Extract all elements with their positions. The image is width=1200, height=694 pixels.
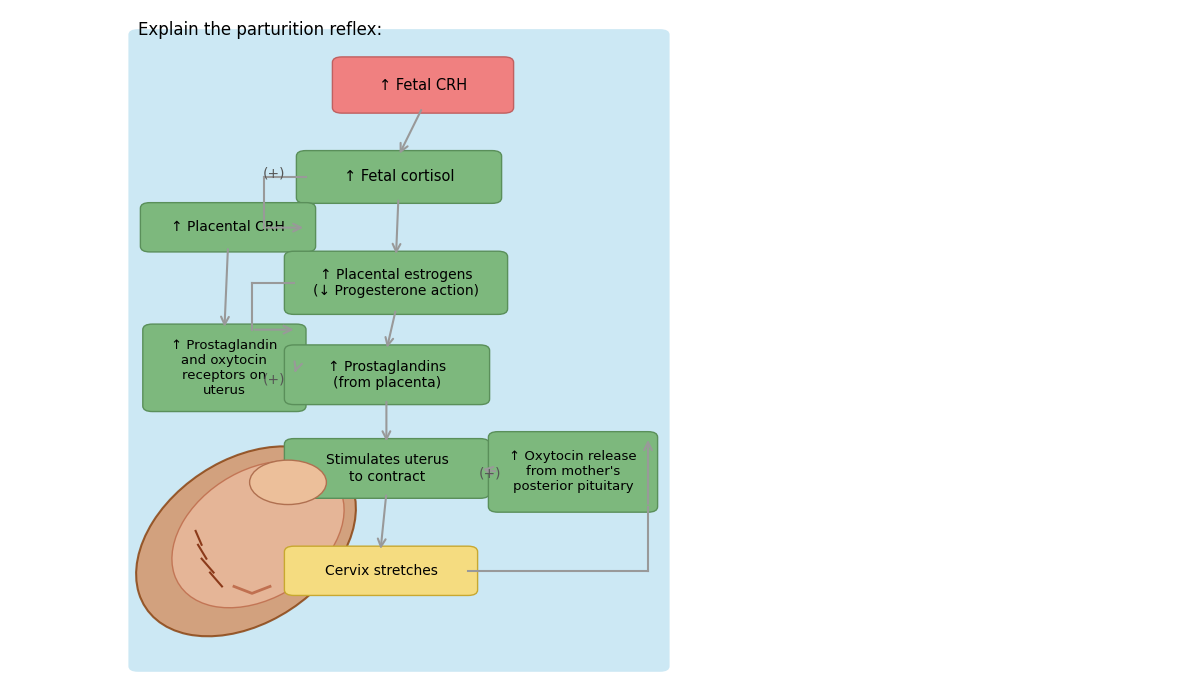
Text: (+): (+): [263, 167, 284, 180]
Text: ↑ Oxytocin release
from mother's
posterior pituitary: ↑ Oxytocin release from mother's posteri…: [509, 450, 637, 493]
Text: Explain the parturition reflex:: Explain the parturition reflex:: [138, 21, 383, 39]
Text: ↑ Placental estrogens
(↓ Progesterone action): ↑ Placental estrogens (↓ Progesterone ac…: [313, 268, 479, 298]
FancyBboxPatch shape: [284, 546, 478, 595]
Text: (+): (+): [263, 373, 284, 387]
Text: Cervix stretches: Cervix stretches: [324, 564, 438, 578]
Text: Stimulates uterus
to contract: Stimulates uterus to contract: [325, 453, 449, 484]
Circle shape: [250, 460, 326, 505]
Text: ↑ Fetal CRH: ↑ Fetal CRH: [379, 78, 467, 92]
FancyBboxPatch shape: [284, 251, 508, 314]
Text: (+): (+): [479, 466, 500, 480]
FancyBboxPatch shape: [488, 432, 658, 512]
FancyBboxPatch shape: [332, 57, 514, 113]
FancyBboxPatch shape: [128, 29, 670, 672]
FancyBboxPatch shape: [284, 439, 490, 498]
FancyBboxPatch shape: [140, 203, 316, 252]
Text: ↑ Placental CRH: ↑ Placental CRH: [172, 220, 284, 235]
FancyBboxPatch shape: [284, 345, 490, 405]
FancyBboxPatch shape: [143, 324, 306, 412]
Text: ↑ Prostaglandin
and oxytocin
receptors on
uterus: ↑ Prostaglandin and oxytocin receptors o…: [172, 339, 277, 397]
Ellipse shape: [172, 461, 344, 608]
FancyBboxPatch shape: [296, 151, 502, 203]
Ellipse shape: [136, 446, 356, 636]
Text: ↑ Fetal cortisol: ↑ Fetal cortisol: [343, 169, 455, 185]
Text: ↑ Prostaglandins
(from placenta): ↑ Prostaglandins (from placenta): [328, 359, 446, 390]
